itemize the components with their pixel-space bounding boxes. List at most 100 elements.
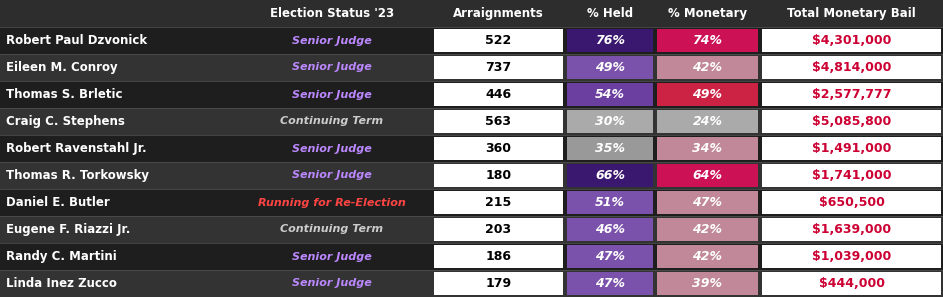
Text: $1,639,000: $1,639,000 [812,223,891,236]
Bar [0,0,943,27]
Text: Eugene F. Riazzi Jr.: Eugene F. Riazzi Jr. [6,223,130,236]
Bar [657,245,758,268]
Text: $1,491,000: $1,491,000 [812,142,891,155]
Bar [657,29,758,52]
Bar [434,110,563,133]
Bar [0,81,943,108]
Text: 51%: 51% [595,196,625,209]
Text: 215: 215 [486,196,512,209]
Bar [657,56,758,79]
Text: 446: 446 [486,88,511,101]
Text: $444,000: $444,000 [819,277,885,290]
Text: 34%: 34% [692,142,722,155]
Text: 30%: 30% [595,115,625,128]
Bar [434,83,563,106]
Text: % Monetary: % Monetary [668,7,747,20]
Bar [657,191,758,214]
Text: Continuing Term: Continuing Term [280,225,384,235]
Text: Senior Judge: Senior Judge [292,252,372,261]
Text: Randy C. Martini: Randy C. Martini [6,250,117,263]
Text: Arraignments: Arraignments [454,7,544,20]
Text: Senior Judge: Senior Judge [292,143,372,154]
Bar [0,54,943,81]
Text: $1,741,000: $1,741,000 [812,169,891,182]
Text: 42%: 42% [692,250,722,263]
Bar [567,56,653,79]
Text: 47%: 47% [595,277,625,290]
Bar [567,164,653,187]
Bar [434,272,563,295]
Text: $4,814,000: $4,814,000 [812,61,891,74]
Bar [0,135,943,162]
Text: Thomas R. Torkowsky: Thomas R. Torkowsky [6,169,149,182]
Text: Election Status '23: Election Status '23 [270,7,394,20]
Bar [762,164,941,187]
Text: Total Monetary Bail: Total Monetary Bail [787,7,916,20]
Text: 186: 186 [486,250,511,263]
Bar [762,83,941,106]
Text: $2,577,777: $2,577,777 [812,88,891,101]
Text: 76%: 76% [595,34,625,47]
Text: 35%: 35% [595,142,625,155]
Text: 180: 180 [486,169,511,182]
Bar [567,29,653,52]
Text: $5,085,800: $5,085,800 [812,115,891,128]
Bar [762,29,941,52]
Text: 203: 203 [486,223,511,236]
Text: Senior Judge: Senior Judge [292,36,372,45]
Text: 47%: 47% [692,196,722,209]
Bar [762,245,941,268]
Text: 39%: 39% [692,277,722,290]
Bar [762,272,941,295]
Text: Senior Judge: Senior Judge [292,279,372,288]
Bar [657,218,758,241]
Text: 360: 360 [486,142,511,155]
Text: Continuing Term: Continuing Term [280,116,384,127]
Text: 66%: 66% [595,169,625,182]
Bar [762,56,941,79]
Text: 49%: 49% [595,61,625,74]
Text: Senior Judge: Senior Judge [292,170,372,181]
Text: Linda Inez Zucco: Linda Inez Zucco [6,277,117,290]
Bar [762,137,941,160]
Text: 54%: 54% [595,88,625,101]
Text: Senior Judge: Senior Judge [292,62,372,72]
Text: Thomas S. Brletic: Thomas S. Brletic [6,88,123,101]
Bar [434,245,563,268]
Text: 46%: 46% [595,223,625,236]
Bar [434,164,563,187]
Bar [567,245,653,268]
Text: 74%: 74% [692,34,722,47]
Text: 737: 737 [486,61,511,74]
Text: Eileen M. Conroy: Eileen M. Conroy [6,61,118,74]
Bar [434,56,563,79]
Text: 179: 179 [486,277,511,290]
Text: 522: 522 [486,34,512,47]
Text: Senior Judge: Senior Judge [292,89,372,99]
Bar [434,218,563,241]
Bar [567,110,653,133]
Bar [0,270,943,297]
Bar [567,83,653,106]
Bar [657,137,758,160]
Bar [434,29,563,52]
Bar [567,272,653,295]
Text: 24%: 24% [692,115,722,128]
Text: % Held: % Held [587,7,633,20]
Bar [762,191,941,214]
Bar [434,137,563,160]
Bar [434,191,563,214]
Bar [0,216,943,243]
Text: $650,500: $650,500 [819,196,885,209]
Text: 49%: 49% [692,88,722,101]
Bar [0,108,943,135]
Bar [657,164,758,187]
Bar [762,110,941,133]
Bar [657,272,758,295]
Text: Robert Ravenstahl Jr.: Robert Ravenstahl Jr. [6,142,146,155]
Text: 47%: 47% [595,250,625,263]
Text: 42%: 42% [692,223,722,236]
Text: Running for Re-Election: Running for Re-Election [258,198,405,208]
Bar [657,83,758,106]
Text: Daniel E. Butler: Daniel E. Butler [6,196,109,209]
